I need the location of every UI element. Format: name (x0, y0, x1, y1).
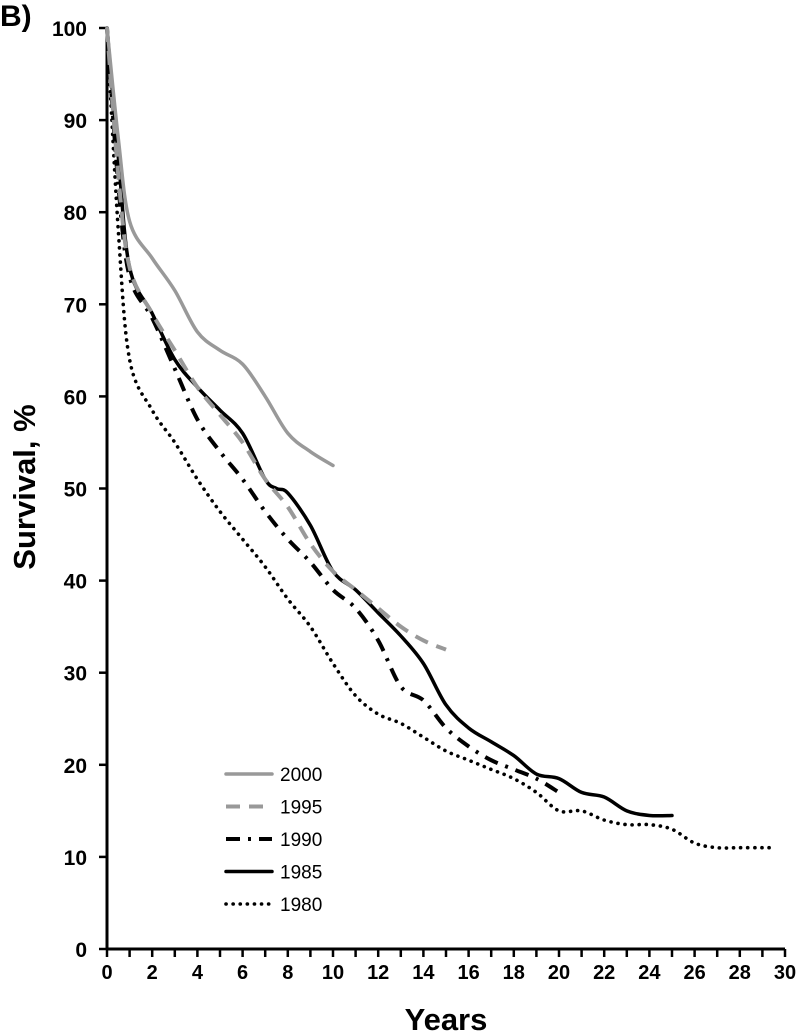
legend-label-2000: 2000 (280, 765, 322, 786)
x-tick-label: 28 (729, 962, 751, 984)
y-tick-label: 10 (64, 847, 87, 870)
x-tick-label: 10 (322, 962, 344, 984)
x-tick-label: 24 (638, 962, 661, 984)
legend: 2000 1995 1990 1985 1980 (224, 765, 322, 916)
x-tick-label: 8 (282, 962, 293, 984)
y-tick-label: 40 (64, 571, 87, 594)
y-tick-label: 0 (75, 939, 87, 962)
y-tick-label: 80 (64, 202, 87, 225)
x-tick-label: 26 (683, 962, 705, 984)
series-line-1995 (105, 27, 447, 652)
x-tick-label: 18 (503, 962, 525, 984)
legend-label-1990: 1990 (280, 830, 322, 851)
x-tick-label: 22 (593, 962, 615, 984)
series-line-1985 (105, 26, 674, 818)
x-tick-label: 12 (367, 962, 389, 984)
x-axis-label: Years (405, 1002, 488, 1033)
x-tick-label: 4 (192, 962, 204, 984)
x-tick-label: 0 (101, 962, 112, 984)
legend-label-1985: 1985 (280, 863, 322, 884)
y-axis-label: Survival, % (7, 404, 42, 569)
panel-label: B) (0, 0, 32, 33)
x-tick-label: 30 (774, 962, 796, 984)
series-line-1990 (105, 27, 561, 795)
x-tick-label: 16 (457, 962, 479, 984)
legend-label-1980: 1980 (280, 895, 322, 916)
y-tick-label: 30 (64, 663, 87, 686)
x-tick-label: 20 (548, 962, 570, 984)
x-tick-label: 6 (237, 962, 248, 984)
y-tick-label: 90 (64, 110, 87, 133)
y-tick-label: 20 (64, 755, 87, 778)
y-tick-label: 100 (52, 18, 87, 41)
x-tick-label: 2 (147, 962, 158, 984)
series-line-2000 (105, 26, 335, 468)
y-tick-label: 70 (64, 294, 87, 317)
y-tick-label: 50 (64, 479, 87, 502)
series-layer (105, 26, 776, 850)
legend-label-1995: 1995 (280, 798, 322, 819)
y-tick-label: 60 (64, 386, 87, 409)
x-tick-label: 14 (412, 962, 435, 984)
